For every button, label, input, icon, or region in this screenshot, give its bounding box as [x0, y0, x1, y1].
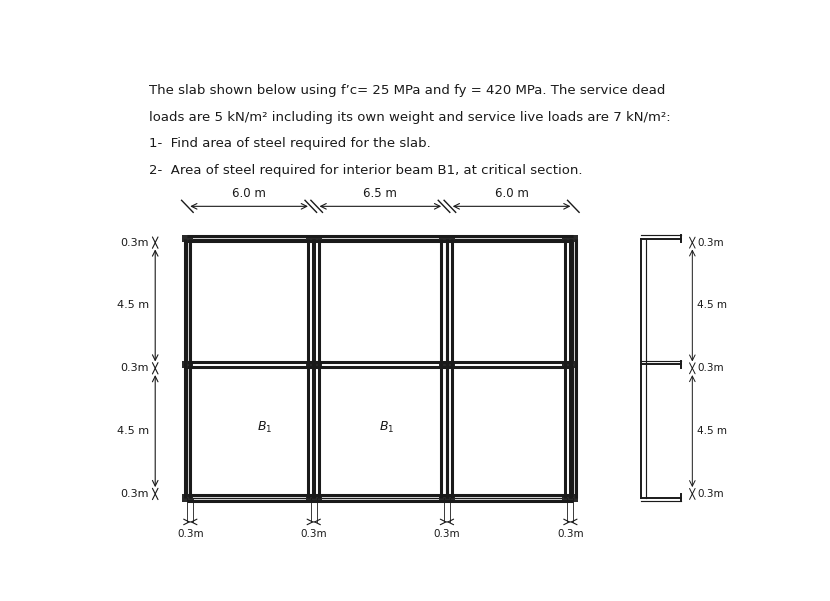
- Text: loads are 5 kN/m² including its own weight and service live loads are 7 kN/m²:: loads are 5 kN/m² including its own weig…: [149, 111, 671, 124]
- Bar: [188, 239, 574, 498]
- Text: 2-  Area of steel required for interior beam B1, at critical section.: 2- Area of steel required for interior b…: [149, 164, 583, 177]
- Text: 0.3m: 0.3m: [557, 529, 583, 539]
- Bar: [305, 235, 316, 242]
- Text: The slab shown below using f’c= 25 MPa and fy = 420 MPa. The service dead: The slab shown below using f’c= 25 MPa a…: [149, 84, 665, 97]
- Text: 0.3m: 0.3m: [697, 363, 724, 373]
- Bar: [445, 494, 455, 502]
- Text: 4.5 m: 4.5 m: [697, 300, 727, 311]
- Bar: [311, 361, 322, 368]
- Bar: [183, 235, 193, 242]
- Text: B$_1$: B$_1$: [257, 419, 272, 435]
- Text: 0.3m: 0.3m: [697, 489, 724, 499]
- Bar: [305, 494, 316, 502]
- Text: 4.5 m: 4.5 m: [117, 300, 149, 311]
- Text: 4.5 m: 4.5 m: [697, 426, 727, 436]
- Bar: [439, 494, 449, 502]
- Text: 0.3m: 0.3m: [120, 363, 149, 373]
- Bar: [183, 361, 193, 368]
- Bar: [311, 494, 322, 502]
- Text: 0.3m: 0.3m: [300, 529, 327, 539]
- Text: 4.5 m: 4.5 m: [117, 426, 149, 436]
- Bar: [445, 361, 455, 368]
- Bar: [562, 361, 573, 368]
- Text: B$_1$: B$_1$: [379, 419, 394, 435]
- Text: 0.3m: 0.3m: [177, 529, 203, 539]
- Text: 6.0 m: 6.0 m: [495, 188, 529, 200]
- Bar: [445, 235, 455, 242]
- Bar: [439, 361, 449, 368]
- Text: 6.5 m: 6.5 m: [364, 188, 398, 200]
- Text: 0.3m: 0.3m: [120, 489, 149, 499]
- Bar: [562, 494, 573, 502]
- Bar: [183, 494, 193, 502]
- Text: 0.3m: 0.3m: [433, 529, 461, 539]
- Bar: [569, 494, 579, 502]
- Bar: [439, 235, 449, 242]
- Bar: [305, 361, 316, 368]
- Bar: [562, 235, 573, 242]
- Text: 1-  Find area of steel required for the slab.: 1- Find area of steel required for the s…: [149, 138, 431, 150]
- Text: 6.0 m: 6.0 m: [232, 188, 266, 200]
- Bar: [311, 235, 322, 242]
- Bar: [569, 235, 579, 242]
- Bar: [569, 361, 579, 368]
- Text: 0.3m: 0.3m: [120, 237, 149, 248]
- Text: 0.3m: 0.3m: [697, 237, 724, 248]
